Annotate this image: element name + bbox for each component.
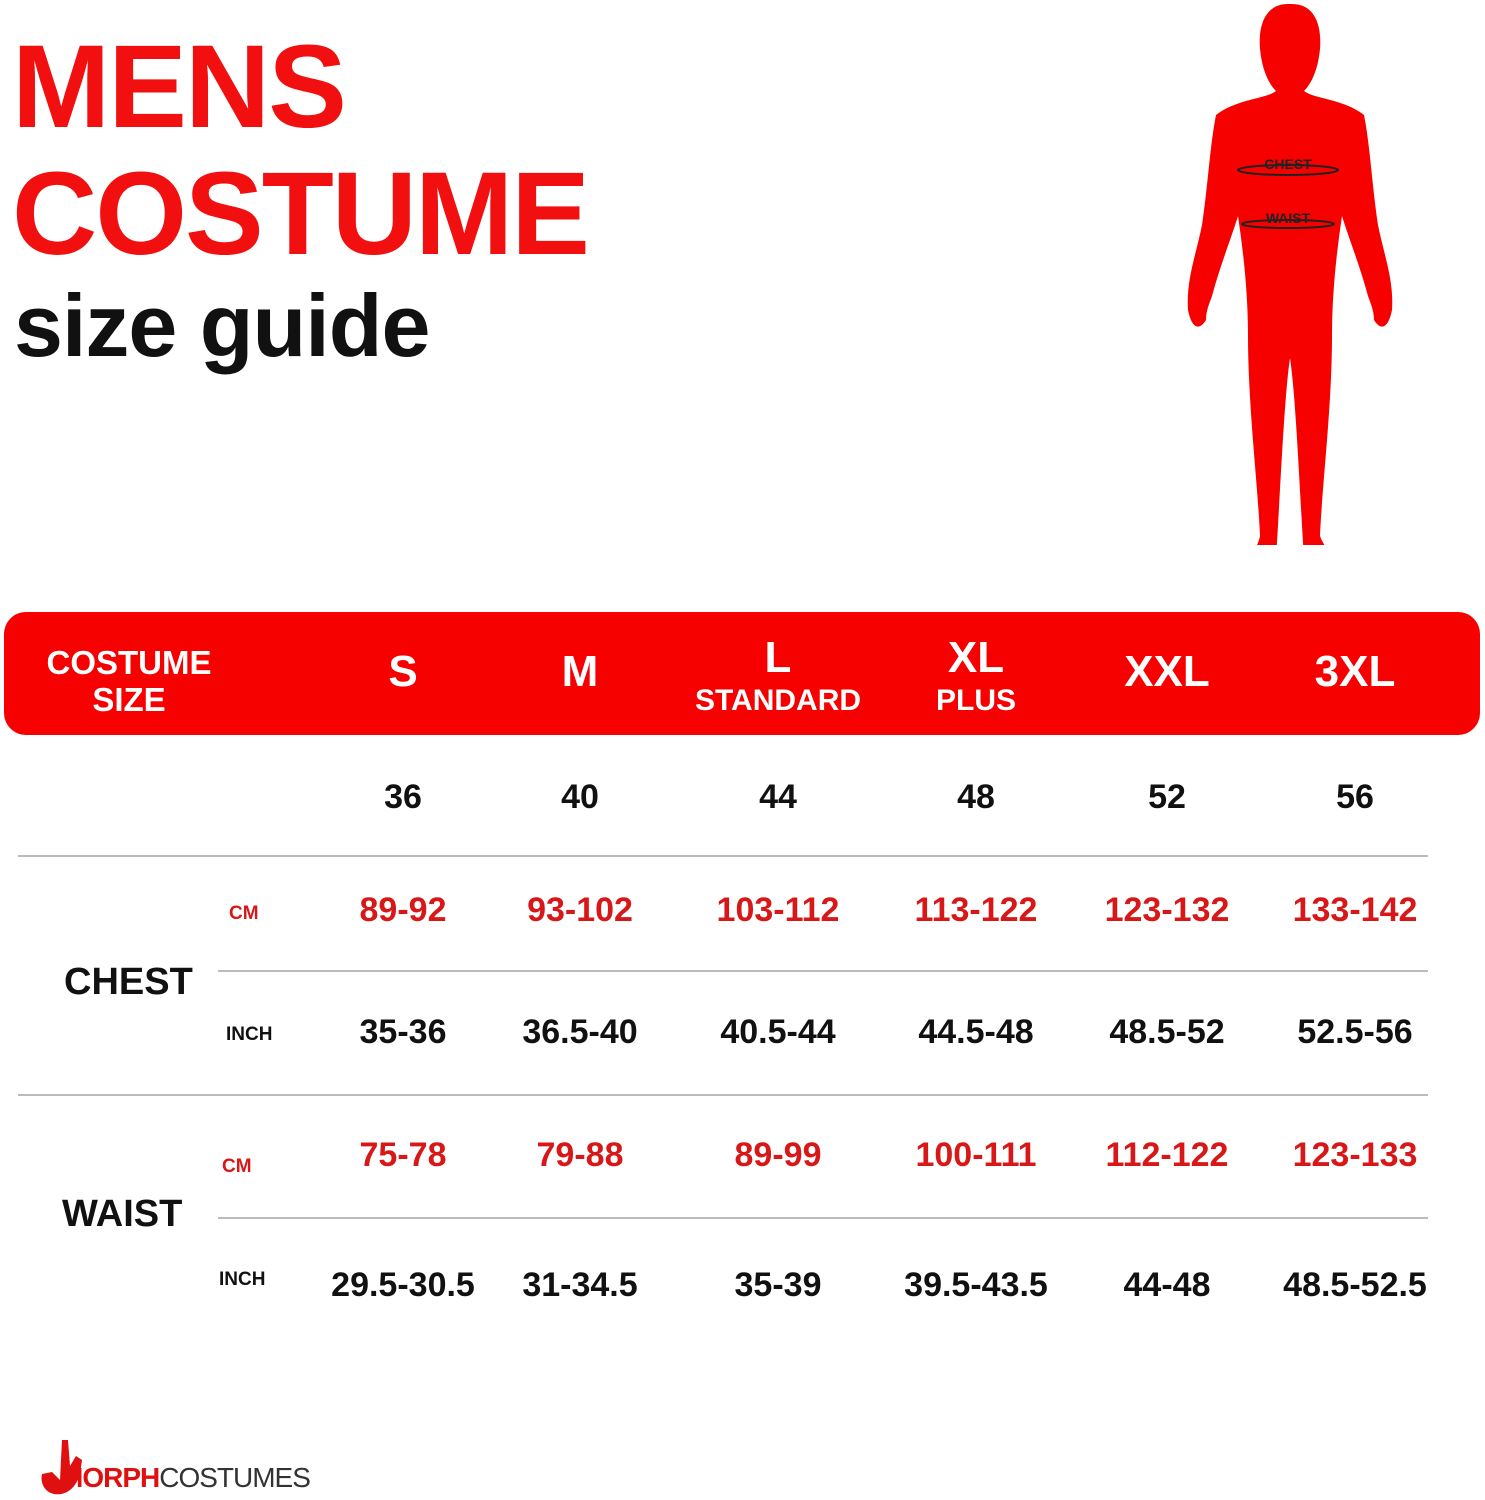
- waist-inch-value: 39.5-43.5: [904, 1266, 1048, 1304]
- divider: [18, 855, 1428, 857]
- chest-label: CHEST: [64, 961, 193, 1003]
- figure-chest-label: CHEST: [1264, 156, 1312, 172]
- chest-inch-value: 35-36: [359, 1013, 447, 1051]
- waist-measure-line: [1241, 219, 1335, 229]
- waist-inch-value: 48.5-52.5: [1283, 1266, 1427, 1304]
- rock-hand-icon: [41, 1440, 82, 1495]
- waist-inch-value: 29.5-30.5: [331, 1266, 475, 1304]
- chest-cm-value: 133-142: [1292, 891, 1418, 929]
- waist-cm-value: 89-99: [734, 1136, 822, 1174]
- chest-inch-value: 44.5-48: [918, 1013, 1034, 1051]
- waist-inch-value: 44-48: [1123, 1266, 1211, 1304]
- chest-inch-value: 52.5-56: [1297, 1013, 1413, 1051]
- chest-cm-value: 89-92: [359, 891, 447, 929]
- title-mens: MENS: [12, 21, 347, 153]
- chest-cm-label: CM: [229, 903, 259, 924]
- waist-cm-value: 79-88: [536, 1136, 624, 1174]
- chest-inch-label: INCH: [226, 1024, 273, 1045]
- waist-cm-value: 75-78: [359, 1136, 447, 1174]
- waist-inch-value: 35-39: [734, 1266, 822, 1304]
- title-costume: COSTUME: [12, 148, 590, 280]
- waist-cm-value: 100-111: [915, 1136, 1037, 1174]
- waist-cm-label: CM: [222, 1156, 252, 1177]
- size-number: 56: [1336, 778, 1374, 816]
- waist-cm-value: 123-133: [1292, 1136, 1418, 1174]
- header-costume-size: COSTUME SIZE: [46, 644, 212, 718]
- header-size-4: XXL: [1124, 647, 1210, 696]
- header-size-0: S: [388, 647, 418, 696]
- chest-inch-value: 48.5-52: [1109, 1013, 1225, 1051]
- header-size-2: L STANDARD: [694, 633, 862, 717]
- size-number: 40: [561, 778, 599, 816]
- size-header-band: [4, 612, 1480, 735]
- divider: [218, 1217, 1428, 1219]
- divider: [18, 1094, 1428, 1096]
- chest-cm-value: 113-122: [914, 891, 1038, 929]
- chest-inch-value: 40.5-44: [720, 1013, 836, 1051]
- header-size-5: 3XL: [1314, 647, 1396, 696]
- waist-cm-value: 112-122: [1105, 1136, 1229, 1174]
- waist-inch-value: 31-34.5: [522, 1266, 638, 1304]
- chest-cm-value: 93-102: [527, 891, 633, 929]
- chest-measure-line: [1237, 164, 1339, 176]
- figure-waist-label: WAIST: [1266, 210, 1311, 226]
- header-size-1: M: [561, 647, 599, 696]
- chest-cm-value: 123-132: [1104, 891, 1230, 929]
- chest-cm-value: 103-112: [716, 891, 840, 929]
- divider: [218, 970, 1428, 972]
- title-size-guide: size guide: [14, 276, 430, 375]
- header-size-3: XL PLUS: [935, 633, 1017, 717]
- size-number: 48: [957, 778, 995, 816]
- waist-label: WAIST: [62, 1193, 183, 1235]
- body-silhouette-figure: CHEST WAIST: [1187, 4, 1393, 545]
- chest-inch-value: 36.5-40: [522, 1013, 638, 1051]
- size-number: 52: [1148, 778, 1186, 816]
- size-number: 36: [384, 778, 422, 816]
- waist-inch-label: INCH: [219, 1269, 266, 1290]
- size-number: 44: [759, 778, 797, 816]
